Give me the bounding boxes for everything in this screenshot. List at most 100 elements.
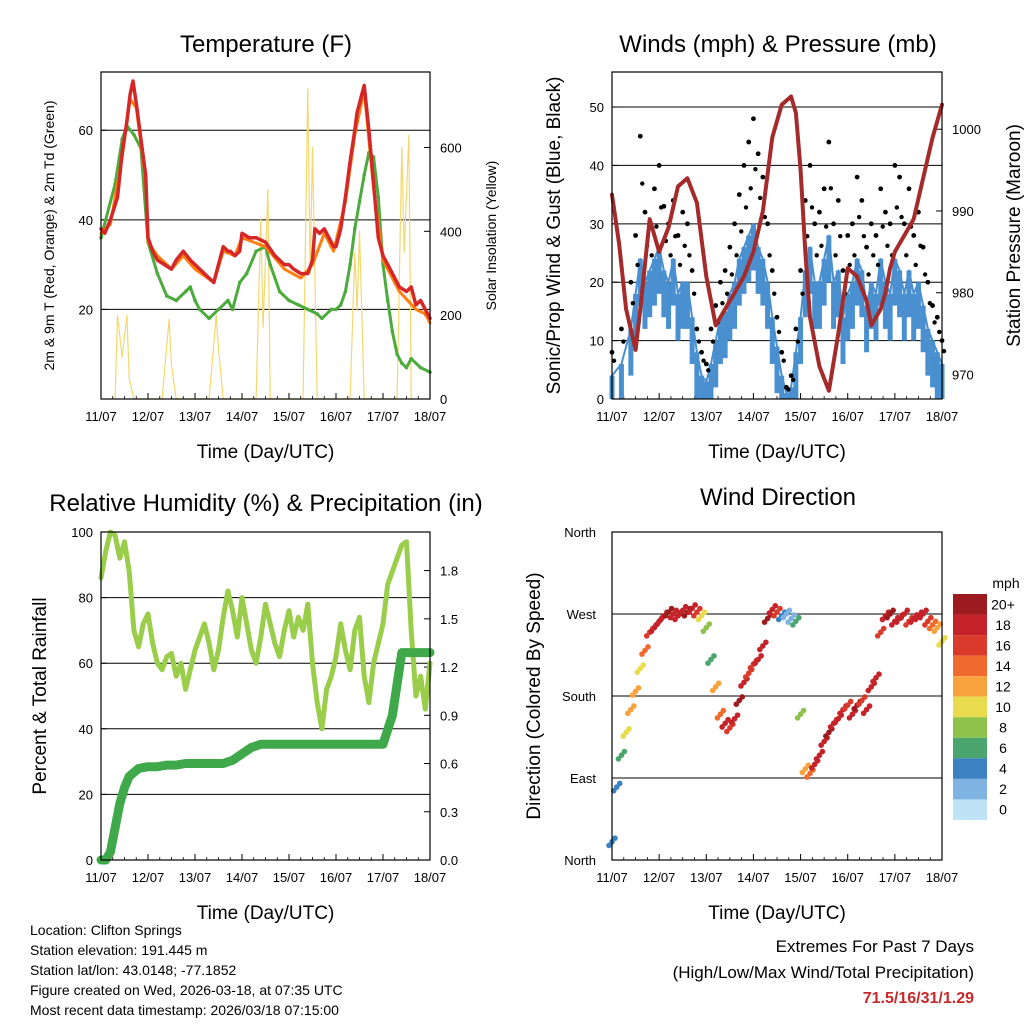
panel-title: Temperature (F) (180, 31, 352, 58)
x-axis-label: Time (Day/UTC) (197, 442, 335, 463)
gust-point (807, 163, 813, 168)
gust-point (899, 214, 904, 220)
colorbar-title: mph (992, 575, 1019, 591)
gust-point (826, 139, 832, 145)
gust-point (654, 224, 659, 229)
gust-point (856, 214, 862, 220)
gust-point (887, 221, 893, 227)
y2-tick-label: 0.3 (440, 805, 458, 820)
direction-point (786, 607, 793, 614)
plot-border (611, 531, 943, 861)
dewpoint-point (385, 298, 390, 303)
y-tick-label: 50 (590, 100, 604, 115)
gust-point (727, 244, 733, 250)
x-tick-label: 13/07 (690, 870, 723, 885)
gust-point (835, 198, 841, 203)
dewpoint-point (320, 316, 324, 321)
gust-point (823, 224, 829, 229)
dewpoint-point (343, 289, 348, 294)
dewpoint-point (334, 307, 338, 312)
gust-point (732, 221, 737, 227)
gust-point (845, 233, 851, 238)
gust-point (701, 358, 706, 363)
gust-point (885, 243, 890, 248)
x-tick-label: 18/07 (414, 870, 447, 885)
gust-point (640, 181, 645, 186)
colorbar-swatch (953, 778, 987, 800)
colorbar-swatch (953, 717, 987, 738)
dewpoint-point (103, 218, 108, 222)
y-tick-label: 40 (590, 158, 604, 173)
x-tick-label: 12/07 (132, 870, 165, 885)
gust-point (894, 205, 900, 210)
x-tick-label: 12/07 (643, 409, 676, 424)
y2-axis-label: Station Pressure (Maroon) (1004, 124, 1024, 347)
direction-point (763, 639, 769, 646)
direction-point (890, 607, 896, 614)
direction-point (777, 605, 783, 612)
direction-point (796, 614, 802, 621)
colorbar-swatch (953, 737, 987, 759)
y-axis-label: Percent & Total Rainfall (30, 597, 51, 794)
x-tick-label: 13/07 (690, 409, 723, 424)
station-info: Location: Clifton Springs Station elevat… (30, 920, 343, 1020)
extremes-values: 71.5/16/31/1.29 (862, 990, 974, 1007)
gust-point (793, 326, 799, 332)
y-tick-label: 60 (79, 123, 93, 138)
gust-point (911, 233, 917, 238)
dewpoint-point (357, 200, 362, 204)
x-tick-label: 15/07 (784, 409, 817, 424)
gust-point (633, 233, 638, 238)
x-tick-label: 14/07 (737, 409, 770, 424)
gust-point (722, 268, 728, 273)
dewpoint-point (268, 262, 273, 267)
gust-point (675, 233, 681, 238)
colorbar-label: 6 (999, 740, 1007, 756)
gust-point (757, 195, 763, 201)
colorbar-swatch (953, 594, 987, 615)
series-precip (96, 648, 435, 865)
x-tick-label: 15/07 (273, 409, 306, 424)
plot-border (100, 71, 431, 400)
gust-point (852, 253, 857, 258)
gust-point (689, 268, 695, 273)
direction-point (626, 726, 632, 732)
dewpoint-point (353, 226, 357, 231)
direction-point (616, 780, 623, 787)
y-tick-label: West (567, 607, 597, 622)
direction-point (635, 685, 642, 691)
colorbar-swatch (953, 758, 987, 779)
direction-point (711, 653, 717, 659)
colorbar-label: 16 (995, 637, 1011, 653)
gust-point (937, 329, 942, 335)
dewpoint-point (216, 307, 221, 312)
series-temp-2m (99, 79, 432, 321)
x-tick-label: 15/07 (273, 870, 306, 885)
x-tick-label: 11/07 (85, 870, 117, 885)
y-axis-label: Direction (Colored By Speed) (524, 572, 545, 819)
dewpoint-point (237, 280, 242, 285)
x-tick-label: 16/07 (320, 409, 353, 424)
y-tick-label: 10 (590, 334, 604, 349)
x-tick-label: 11/07 (596, 409, 628, 424)
gust-point (630, 301, 636, 306)
dewpoint-point (230, 307, 235, 312)
dewpoint-point (306, 307, 310, 312)
series-pressure (610, 94, 944, 393)
extremes-title: Extremes For Past 7 Days (775, 937, 974, 956)
gust-point (637, 133, 643, 139)
direction-point (904, 607, 911, 614)
gust-point (619, 326, 624, 332)
x-tick-label: 16/07 (831, 870, 864, 885)
gust-point (743, 205, 749, 210)
colorbar-swatch (953, 635, 987, 656)
x-tick-label: 14/07 (226, 870, 259, 885)
colorbar-swatch (953, 676, 987, 697)
dewpoint-point (155, 271, 160, 276)
gust-point (642, 209, 648, 215)
colorbar-label: 14 (995, 658, 1011, 674)
gust-point (930, 303, 935, 308)
y-tick-label: 100 (71, 525, 93, 540)
y-tick-label: East (570, 771, 596, 786)
